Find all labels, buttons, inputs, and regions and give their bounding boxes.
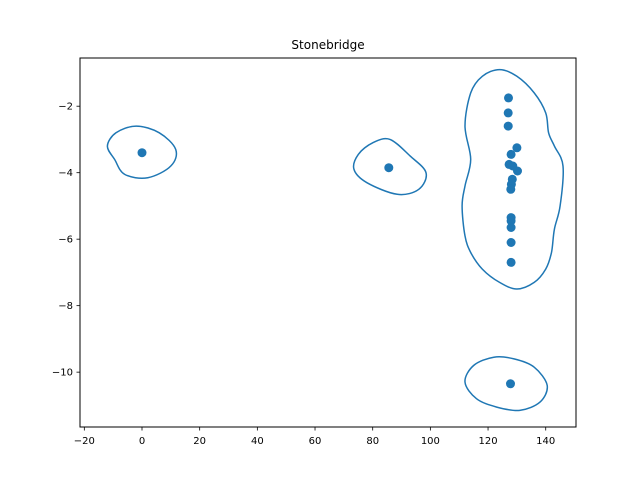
cluster-outlines bbox=[106, 68, 564, 412]
data-point-18 bbox=[506, 257, 516, 267]
data-point-4 bbox=[503, 108, 513, 118]
y-tick-label: −2 bbox=[58, 102, 73, 113]
data-point-17 bbox=[506, 238, 516, 247]
data-point-15 bbox=[506, 216, 516, 226]
data-points bbox=[137, 93, 522, 389]
y-axis: −10 −8 −6 −4 −2 bbox=[52, 102, 80, 379]
data-point-10 bbox=[513, 166, 522, 176]
plot-frame bbox=[79, 57, 577, 428]
data-point-16 bbox=[506, 223, 516, 232]
data-point-13 bbox=[506, 184, 516, 194]
y-tick-label: −8 bbox=[58, 301, 73, 312]
x-tick-label: 80 bbox=[366, 436, 379, 447]
x-tick-label: 60 bbox=[309, 436, 322, 447]
data-point-6 bbox=[512, 143, 522, 153]
y-tick-label: −6 bbox=[58, 235, 73, 246]
data-point-19 bbox=[506, 379, 515, 389]
cluster-outline-4 bbox=[464, 356, 549, 412]
cluster-outline-2 bbox=[352, 137, 428, 196]
x-tick-label: 40 bbox=[251, 436, 264, 447]
x-tick-label: 120 bbox=[478, 436, 497, 447]
x-tick-label: 20 bbox=[193, 436, 206, 447]
chart-title: Stonebridge bbox=[291, 38, 364, 52]
data-point-7 bbox=[506, 149, 516, 159]
x-tick-label: 0 bbox=[139, 436, 145, 447]
x-tick-label: 140 bbox=[536, 436, 555, 447]
y-tick-label: −10 bbox=[52, 368, 73, 379]
data-point-1 bbox=[137, 148, 147, 158]
x-tick-label: 100 bbox=[421, 436, 440, 447]
y-tick-label: −4 bbox=[58, 168, 73, 179]
cluster-outline-3 bbox=[461, 68, 564, 290]
x-axis: −20 0 20 40 60 80 100 120 140 bbox=[74, 427, 555, 447]
x-tick-label: −20 bbox=[74, 436, 95, 447]
data-point-2 bbox=[384, 163, 394, 173]
cluster-outline-1 bbox=[106, 125, 178, 179]
data-point-3 bbox=[504, 93, 513, 103]
data-point-5 bbox=[503, 121, 513, 131]
